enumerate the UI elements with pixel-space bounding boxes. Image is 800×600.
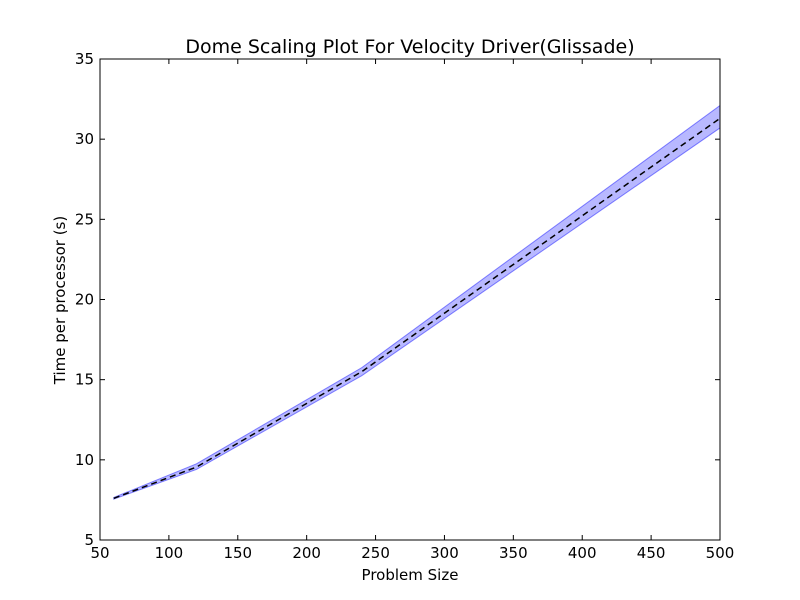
y-tick-label: 35 xyxy=(75,50,94,68)
x-tick-label: 50 xyxy=(90,544,109,562)
series-line xyxy=(113,117,721,500)
x-tick-label: 450 xyxy=(637,544,666,562)
y-tick-label: 25 xyxy=(75,210,94,228)
x-tick-label: 350 xyxy=(499,544,528,562)
x-tick-label: 250 xyxy=(361,544,390,562)
data-point xyxy=(113,497,115,499)
axis-ticks: 50 100 150 200 250 300 350 400 450 500 5 10 15 20 25 30… xyxy=(75,50,734,562)
x-tick-label: 150 xyxy=(223,544,252,562)
x-axis-label: Problem Size xyxy=(362,566,459,584)
data-point xyxy=(195,466,197,468)
y-tick-label: 20 xyxy=(75,291,94,309)
x-tick-label: 400 xyxy=(568,544,597,562)
x-tick-label: 200 xyxy=(292,544,321,562)
x-tick-label: 100 xyxy=(155,544,184,562)
y-tick-label: 5 xyxy=(84,531,94,549)
x-tick-label: 300 xyxy=(430,544,459,562)
data-point xyxy=(361,371,363,373)
y-tick-label: 10 xyxy=(75,451,94,469)
x-tick-label: 500 xyxy=(706,544,735,562)
y-axis-label: Time per processor (s) xyxy=(51,216,69,385)
y-tick-label: 30 xyxy=(75,130,94,148)
y-tick-label: 15 xyxy=(75,371,94,389)
chart-title: Dome Scaling Plot For Velocity Driver(Gl… xyxy=(185,36,634,58)
